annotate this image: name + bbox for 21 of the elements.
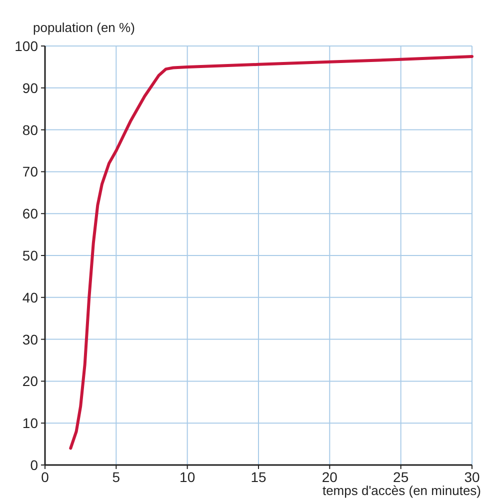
x-tick-label: 20 [322, 469, 338, 485]
y-tick-label: 40 [22, 289, 38, 306]
y-axis-title: population (en %) [33, 20, 135, 35]
y-tick-label: 20 [22, 373, 38, 390]
x-tick-label: 0 [41, 469, 50, 485]
y-tick-label: 80 [22, 122, 38, 138]
x-tick-label: 5 [112, 469, 120, 485]
line-series [69, 54, 474, 450]
y-tick-label: 0 [30, 457, 38, 473]
x-tick-label: 25 [393, 469, 409, 485]
x-tick-label: 30 [464, 469, 480, 485]
y-tick-label: 30 [22, 331, 38, 348]
y-tick-label: 10 [22, 415, 38, 432]
y-tick-label: 50 [22, 248, 38, 264]
y-tick-label: 60 [22, 206, 38, 222]
x-axis-title: temps d'accès (en minutes) [322, 483, 481, 498]
x-tick-label: 10 [180, 469, 196, 485]
x-tick-label: 15 [250, 469, 266, 485]
y-tick-label: 100 [14, 38, 38, 54]
y-tick-label: 90 [22, 80, 38, 96]
y-tick-label: 70 [22, 164, 38, 180]
